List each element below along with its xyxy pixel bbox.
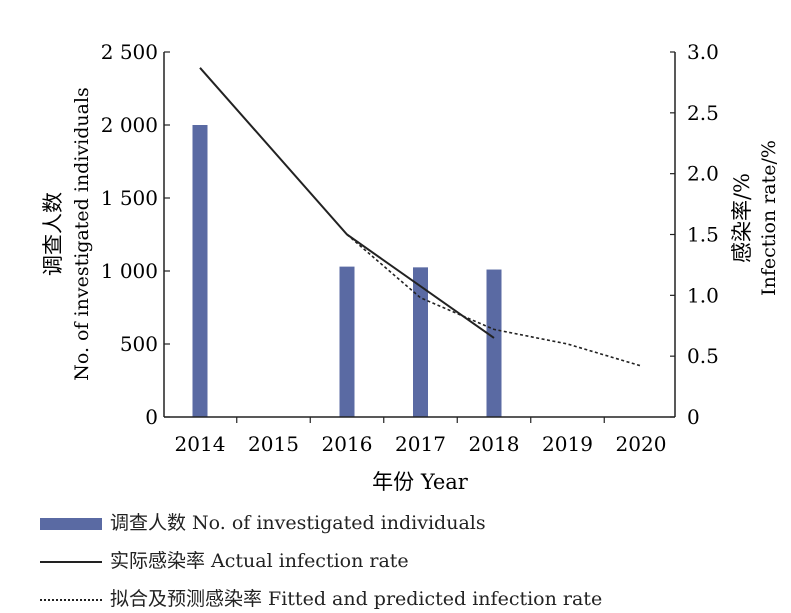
left-axis-title-en: No. of investigated individuals (71, 87, 93, 381)
right-tick-label: 3.0 (687, 40, 719, 64)
legend-item-fitted: 拟合及预测感染率 Fitted and predicted infection … (40, 584, 602, 611)
right-axis-title-cn: 感染率/% (730, 173, 754, 263)
left-tick-label: 500 (120, 332, 158, 356)
fitted-infection-line (346, 233, 642, 367)
right-tick-label: 2.0 (687, 162, 719, 186)
x-tick-label: 2015 (248, 432, 299, 456)
left-tick-label: 0 (145, 405, 158, 429)
bars-layer (192, 125, 502, 417)
x-tick-label: 2014 (175, 432, 226, 456)
legend-label-investigated: 调查人数 No. of investigated individuals (110, 512, 486, 534)
bar-2014 (192, 125, 208, 417)
right-tick-label: 2.5 (687, 101, 719, 125)
x-tick-label: 2018 (469, 432, 520, 456)
bar-2018 (486, 269, 502, 417)
legend-dotted-line-swatch (40, 599, 102, 601)
left-tick-label: 2 000 (101, 113, 158, 137)
right-tick-label: 1.5 (687, 223, 719, 247)
left-tick-label: 1 000 (101, 259, 158, 283)
x-tick-label: 2020 (616, 432, 667, 456)
right-tick-label: 0 (687, 405, 700, 429)
axes-layer: 0 500 1 000 1 500 2 000 2 500 0 0.5 1.0 1.5 2.0 2.5… (41, 40, 780, 494)
legend-item-actual: 实际感染率 Actual infection rate (40, 546, 409, 573)
legend-solid-line-swatch (40, 561, 102, 563)
x-tick-label: 2017 (395, 432, 446, 456)
left-axis-title-cn: 调查人数 (41, 192, 65, 276)
legend-label-actual: 实际感染率 Actual infection rate (110, 550, 409, 572)
bar-2016 (339, 266, 355, 417)
x-axis-title: 年份 Year (372, 470, 469, 494)
legend-item-investigated: 调查人数 No. of investigated individuals (40, 508, 486, 535)
left-tick-label: 1 500 (101, 186, 158, 210)
left-tick-label: 2 500 (101, 40, 158, 64)
lines-layer (199, 67, 642, 367)
right-axis-title-en: Infection rate/% (758, 140, 780, 296)
x-tick-label: 2019 (542, 432, 593, 456)
x-tick-label: 2016 (322, 432, 373, 456)
right-tick-label: 1.0 (687, 283, 719, 307)
chart: 0 500 1 000 1 500 2 000 2 500 0 0.5 1.0 1.5 2.0 2.5… (41, 40, 780, 494)
right-tick-label: 0.5 (687, 344, 719, 368)
bar-2017 (413, 267, 428, 417)
legend-label-fitted: 拟合及预测感染率 Fitted and predicted infection … (110, 588, 603, 610)
legend-bar-swatch (40, 518, 102, 530)
